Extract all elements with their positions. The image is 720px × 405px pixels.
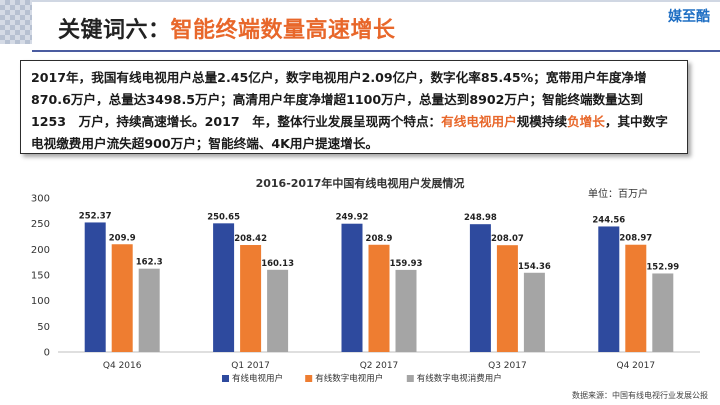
data-label-0-1: 250.65 bbox=[207, 212, 240, 222]
bar-0-4 bbox=[598, 226, 620, 352]
bar-1-2 bbox=[368, 244, 390, 352]
summary-highlight-2: 负增长 bbox=[567, 114, 605, 129]
header: 关键词六：智能终端数量高速增长 媒至酷 bbox=[0, 0, 720, 58]
data-label-0-2: 249.92 bbox=[336, 213, 369, 223]
bar-1-1 bbox=[240, 245, 262, 352]
y-tick-label-6: 300 bbox=[31, 194, 50, 205]
legend-label-1: 有线数字电视用户 bbox=[315, 373, 383, 384]
data-label-1-0: 209.9 bbox=[109, 233, 136, 243]
unit-label: 单位：百万户 bbox=[588, 187, 648, 200]
bar-2-3 bbox=[523, 272, 545, 352]
page-title: 关键词六：智能终端数量高速增长 bbox=[58, 12, 396, 44]
legend-swatch-0 bbox=[222, 375, 229, 382]
summary-text-2: 规模持续 bbox=[516, 114, 568, 129]
legend-swatch-2 bbox=[406, 375, 414, 382]
data-label-2-1: 160.13 bbox=[261, 259, 294, 269]
bar-2-1 bbox=[267, 269, 289, 352]
data-label-1-3: 208.07 bbox=[491, 234, 524, 244]
brand-logo: 媒至酷 bbox=[668, 9, 710, 25]
legend-label-2: 有线数字电视消费用户 bbox=[417, 373, 502, 384]
x-tick-label-1: Q1 2017 bbox=[231, 361, 270, 371]
legend-swatch-1 bbox=[305, 375, 313, 382]
y-tick-label-5: 250 bbox=[31, 219, 50, 230]
summary-text-1: 2017年，我国有线电视用户总量2.45亿户，数字电视用户2.09亿户，数字化率… bbox=[31, 70, 647, 129]
bar-2-0 bbox=[138, 268, 160, 352]
page-title-prefix: 关键词六： bbox=[58, 18, 171, 43]
bar-0-1 bbox=[213, 223, 235, 352]
summary-text-3: ，其中数字电视缴费用户流失超900万户；智能终端、4K用户提速增长。 bbox=[31, 114, 668, 151]
title-underline bbox=[32, 50, 720, 52]
data-label-1-2: 208.9 bbox=[366, 234, 393, 244]
bar-1-4 bbox=[625, 244, 647, 352]
data-label-1-1: 208.42 bbox=[234, 234, 267, 244]
header-pattern bbox=[0, 0, 32, 44]
data-label-2-2: 159.93 bbox=[390, 259, 423, 269]
legend-label-0: 有线电视用户 bbox=[232, 373, 283, 384]
y-tick-label-1: 50 bbox=[37, 322, 50, 333]
bar-2-2 bbox=[395, 269, 417, 352]
data-label-2-4: 152.99 bbox=[646, 262, 679, 272]
bar-2-4 bbox=[652, 273, 674, 352]
data-label-0-0: 252.37 bbox=[79, 211, 112, 221]
header-top-line bbox=[0, 0, 720, 2]
y-tick-label-3: 150 bbox=[31, 271, 50, 282]
page-title-highlight: 智能终端数量高速增长 bbox=[170, 18, 396, 43]
y-tick-label-4: 200 bbox=[31, 245, 50, 256]
x-tick-label-3: Q3 2017 bbox=[488, 361, 527, 371]
bar-0-3 bbox=[469, 224, 491, 352]
x-tick-label-0: Q4 2016 bbox=[103, 361, 142, 371]
y-tick-label-2: 100 bbox=[31, 296, 50, 307]
data-label-2-0: 162.3 bbox=[136, 258, 163, 268]
data-label-0-3: 248.98 bbox=[464, 213, 497, 223]
x-tick-label-4: Q4 2017 bbox=[617, 361, 656, 371]
data-label-2-3: 154.36 bbox=[518, 262, 551, 272]
source-label: 数据来源：中国有线电视行业发展公报 bbox=[572, 390, 708, 400]
data-label-1-4: 208.97 bbox=[619, 234, 652, 244]
bar-0-0 bbox=[84, 222, 106, 352]
x-tick-label-2: Q2 2017 bbox=[360, 361, 399, 371]
bar-1-0 bbox=[111, 244, 133, 352]
chart-title: 2016-2017年中国有线电视用户发展情况 bbox=[256, 176, 465, 190]
data-label-0-4: 244.56 bbox=[592, 215, 625, 225]
summary-highlight-1: 有线电视用户 bbox=[441, 114, 517, 129]
bar-1-3 bbox=[496, 245, 518, 352]
y-tick-label-0: 0 bbox=[44, 348, 50, 359]
bar-0-2 bbox=[341, 223, 363, 352]
summary-box: 2017年，我国有线电视用户总量2.45亿户，数字电视用户2.09亿户，数字化率… bbox=[20, 60, 688, 154]
